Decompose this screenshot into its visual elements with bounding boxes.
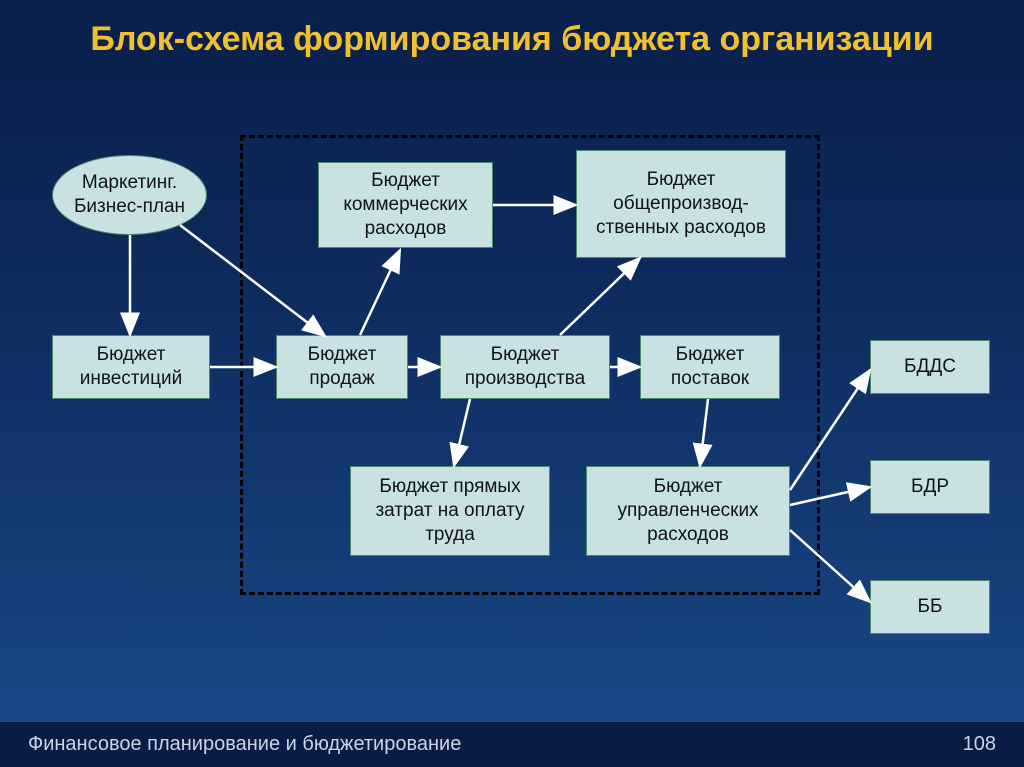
node-commercial-expenses: Бюджет коммерческих расходов <box>318 162 493 248</box>
node-overhead-expenses: Бюджет общепроизвод-ственных расходов <box>576 150 786 258</box>
node-marketing-ellipse: Маркетинг. Бизнес-план <box>52 155 207 235</box>
node-bdr: БДР <box>870 460 990 514</box>
node-label: БДДС <box>904 355 956 379</box>
node-label: Бюджет прямых затрат на оплату труда <box>361 475 539 546</box>
node-bdds: БДДС <box>870 340 990 394</box>
node-management-expenses: Бюджет управленческих расходов <box>586 466 790 556</box>
footer-left-text: Финансовое планирование и бюджетирование <box>28 733 461 756</box>
node-investments-budget: Бюджет инвестиций <box>52 335 210 399</box>
node-label: Бюджет производства <box>451 343 599 391</box>
node-label: Бюджет управленческих расходов <box>597 475 779 546</box>
node-label: Бюджет коммерческих расходов <box>329 169 482 240</box>
node-production-budget: Бюджет производства <box>440 335 610 399</box>
node-supply-budget: Бюджет поставок <box>640 335 780 399</box>
node-label: БДР <box>911 475 949 499</box>
node-label: Маркетинг. Бизнес-план <box>53 171 206 219</box>
node-bb: ББ <box>870 580 990 634</box>
diagram-stage: Маркетинг. Бизнес-план Бюджет коммерческ… <box>0 110 1024 680</box>
node-label: Бюджет общепроизвод-ственных расходов <box>587 168 775 239</box>
footer-page-number: 108 <box>963 733 996 756</box>
footer-bar: Финансовое планирование и бюджетирование… <box>0 721 1024 767</box>
node-label: Бюджет поставок <box>651 343 769 391</box>
node-label: ББ <box>918 595 943 619</box>
node-sales-budget: Бюджет продаж <box>276 335 408 399</box>
slide-title: Блок-схема формирования бюджета организа… <box>0 0 1024 61</box>
node-label: Бюджет инвестиций <box>63 343 199 391</box>
node-label: Бюджет продаж <box>287 343 397 391</box>
node-labor-costs-budget: Бюджет прямых затрат на оплату труда <box>350 466 550 556</box>
